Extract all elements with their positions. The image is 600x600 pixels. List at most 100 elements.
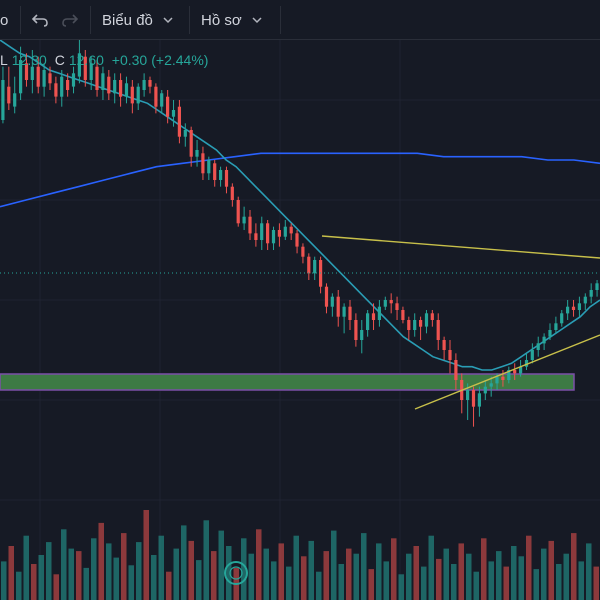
candle-body (201, 153, 205, 174)
candle-body (542, 336, 546, 344)
candle-body (401, 310, 405, 320)
candle-body (313, 260, 317, 274)
change-value: +0.30 (111, 52, 148, 68)
volume-bar (421, 566, 427, 600)
candle-body (430, 313, 434, 320)
candle-body (324, 286, 329, 307)
volume-bar (533, 569, 539, 600)
candle-body (54, 83, 58, 97)
volume-bar (211, 551, 217, 600)
volume-bar (278, 543, 284, 600)
volume-bar (128, 565, 134, 600)
candle-body (366, 313, 370, 330)
candle-body (1, 80, 5, 120)
candle-body (389, 300, 393, 304)
candle-body (230, 186, 234, 200)
candle-body (407, 320, 411, 330)
volume-bar (263, 548, 269, 600)
support-zone[interactable] (0, 373, 575, 391)
volume-bar (331, 530, 337, 600)
volume-bar (83, 567, 89, 600)
candle-body (595, 283, 599, 290)
toolbar-divider (280, 6, 281, 34)
close-label: C (54, 52, 65, 68)
chevron-down-icon (252, 17, 262, 24)
close-value: 12.60 (68, 52, 104, 68)
candle-body (360, 330, 364, 340)
profile-menu-button[interactable]: Hồ sơ (201, 0, 262, 40)
volume-bar (578, 561, 584, 600)
candle-body (536, 343, 540, 350)
candle-body (154, 86, 158, 107)
candle-body (271, 230, 276, 244)
candle-body (295, 233, 299, 247)
volume-bar (53, 574, 59, 600)
low-label: L (0, 52, 8, 68)
candle-body (571, 306, 576, 310)
candle-body (513, 370, 517, 374)
candle-body (107, 76, 111, 94)
volume-bar (316, 571, 322, 600)
volume-bar (286, 566, 292, 600)
volume-bar (188, 540, 194, 600)
candle-body (342, 306, 346, 317)
volume-bar (361, 533, 367, 600)
volume-bar (571, 533, 577, 600)
event-marker[interactable] (224, 561, 248, 585)
volume-bar (218, 530, 224, 600)
candle-body (301, 246, 305, 257)
volume-bar (391, 538, 397, 600)
candle-body (424, 313, 429, 327)
candle-body (454, 360, 458, 380)
volume-bar (376, 543, 382, 600)
candle-body (242, 216, 246, 224)
volume-bar (203, 520, 209, 600)
volume-bar (308, 540, 314, 600)
candle-body (577, 303, 581, 310)
top-toolbar: o Biểu đồ Hồ sơ (0, 0, 600, 40)
undo-icon[interactable] (30, 0, 50, 40)
candle-body (236, 200, 240, 224)
volume-bar (143, 510, 149, 600)
volume-bar (91, 538, 97, 600)
volume-bar (488, 561, 494, 600)
volume-bar (61, 529, 67, 600)
symbol-search-label[interactable]: o (0, 11, 9, 29)
earnings-icon (229, 566, 243, 580)
volume-bar (481, 538, 487, 600)
candlestick-series (1, 40, 599, 427)
trendline-support[interactable] (414, 334, 600, 410)
toolbar-divider (90, 6, 91, 34)
volume-bar (196, 560, 202, 600)
volume-bar (563, 553, 569, 600)
volume-bar (16, 571, 22, 600)
candle-body (395, 303, 399, 310)
volume-bar (593, 566, 599, 600)
volume-bar (383, 561, 389, 600)
volume-bar (293, 535, 299, 600)
redo-icon[interactable] (60, 0, 80, 40)
candle-body (519, 366, 523, 374)
ma-slow-line (0, 152, 600, 208)
chart-menu-button[interactable]: Biểu đồ (102, 0, 173, 40)
volume-bar (398, 574, 404, 600)
volume-bar (151, 555, 157, 600)
volume-bar (248, 553, 254, 600)
candle-body (413, 320, 417, 330)
price-chart[interactable] (0, 40, 600, 600)
candle-body (336, 296, 340, 317)
chart-menu-label: Biểu đồ (102, 11, 153, 29)
candle-body (354, 320, 358, 340)
volume-bar (31, 564, 37, 600)
trendline-resistance[interactable] (321, 235, 600, 259)
volume-bar (443, 548, 449, 600)
candle-body (7, 86, 11, 104)
candle-body (266, 223, 270, 244)
candle-body (60, 76, 64, 97)
candle-body (113, 80, 117, 94)
candle-body (383, 300, 387, 307)
volume-bar (548, 540, 554, 600)
candle-body (130, 86, 134, 104)
candle-body (560, 313, 564, 324)
candle-body (524, 360, 529, 367)
